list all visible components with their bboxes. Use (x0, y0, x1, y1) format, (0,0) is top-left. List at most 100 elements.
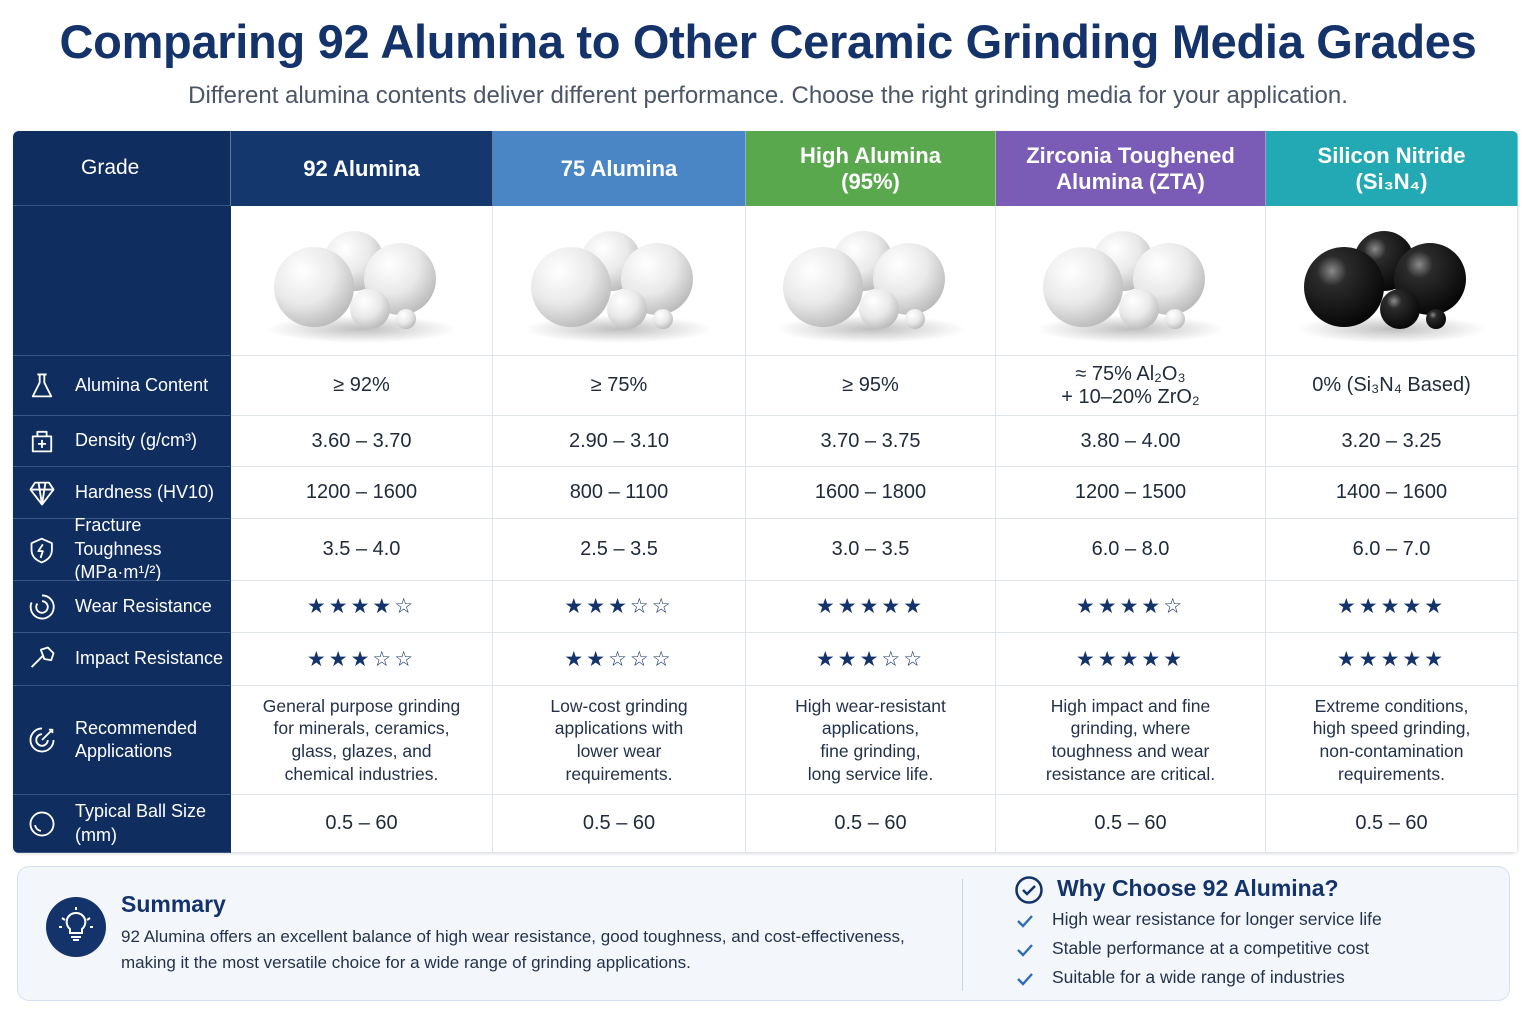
rating: ★★★★★ (746, 581, 996, 633)
rating: ★★★★★ (996, 633, 1266, 686)
media-image (524, 230, 714, 343)
icon-path (31, 373, 53, 397)
cell-value: 0.5 – 60 (746, 795, 996, 853)
rating: ★★★☆☆ (231, 633, 493, 686)
rating: ★★☆☆☆ (493, 633, 746, 686)
icon-path (29, 727, 55, 753)
row-icon (29, 594, 55, 619)
media-image (775, 230, 966, 343)
media-image (1035, 230, 1226, 343)
check-path (1017, 973, 1033, 986)
row-icon (29, 727, 55, 753)
ball (349, 288, 390, 329)
bulb-icon (46, 897, 106, 957)
cell-value: ≥ 75% (493, 356, 746, 416)
rating: ★★★★★ (1266, 633, 1518, 686)
cell-value: 6.0 – 7.0 (1266, 519, 1518, 581)
media-image-cell (493, 206, 746, 356)
ball (395, 308, 416, 329)
cell-value: ≈ 75% Al₂O₃ + 10–20% ZrO₂ (996, 356, 1266, 416)
icon-path (30, 537, 53, 563)
corner-header: Grade (13, 131, 231, 206)
row-label-text: Typical Ball Size (mm) (75, 801, 207, 845)
row-label-text: Recommended Applications (75, 717, 198, 761)
ball (1118, 288, 1159, 329)
media-image (1296, 230, 1487, 343)
rating: ★★★★☆ (231, 581, 493, 633)
rating: ★★★☆☆ (746, 633, 996, 686)
row-label: Recommended Applications (13, 686, 231, 795)
row-label-text: Density (g/cm³) (75, 430, 198, 451)
check-path (1017, 944, 1033, 957)
media-image-cell (231, 206, 493, 356)
row-label-text: Impact Resistance (75, 648, 224, 669)
ball (1164, 308, 1185, 329)
ball (1303, 246, 1384, 327)
cell-value: 1200 – 1600 (231, 467, 493, 519)
cell-value: 2.90 – 3.10 (493, 416, 746, 467)
why-item: Stable performance at a competitive cost (1052, 938, 1370, 958)
summary-title: Summary (121, 891, 226, 917)
cell-value: 0.5 – 60 (493, 795, 746, 853)
cell-value: 3.70 – 3.75 (746, 416, 996, 467)
check-icon (1017, 915, 1033, 928)
media-image-cell (1266, 206, 1518, 356)
column-header: High Alumina (95%) (746, 131, 996, 206)
row-label: Density (g/cm³) (13, 416, 231, 467)
row-label: Impact Resistance (13, 633, 231, 686)
row-label-text: Fracture Toughness (MPa·m¹/²) (74, 515, 162, 583)
cell-value: 0.5 – 60 (1266, 795, 1518, 853)
row-label-text: Wear Resistance (75, 595, 212, 616)
ball (653, 308, 673, 329)
cell-value: 0.5 – 60 (231, 795, 493, 853)
cell-value: Extreme conditions, high speed grinding,… (1266, 686, 1518, 795)
why-item: High wear resistance for longer service … (1052, 909, 1382, 929)
row-label: Hardness (HV10) (13, 467, 231, 519)
icon-path (30, 646, 55, 668)
check-circle-icon (1015, 876, 1043, 904)
row-label: Typical Ball Size (mm) (13, 795, 231, 853)
cell-value: 800 – 1100 (493, 467, 746, 519)
media-image-cell (996, 206, 1266, 356)
check-icon (1017, 944, 1033, 957)
cell-value: 3.20 – 3.25 (1266, 416, 1518, 467)
page-title: Comparing 92 Alumina to Other Ceramic Gr… (59, 15, 1477, 68)
ball (531, 246, 611, 327)
row-label-text: Hardness (HV10) (75, 481, 215, 502)
cell-value: 0.5 – 60 (996, 795, 1266, 853)
cell-value: 1200 – 1500 (996, 467, 1266, 519)
media-image (266, 230, 457, 343)
divider (962, 879, 963, 991)
label-cell (13, 206, 231, 356)
row-label-text: Alumina Content (75, 374, 209, 395)
row-icon (31, 430, 53, 453)
rating: ★★★★★ (1266, 581, 1518, 633)
column-header: 75 Alumina (493, 131, 746, 206)
media-image-cell (746, 206, 996, 356)
cell-value: 3.60 – 3.70 (231, 416, 493, 467)
summary-text: 92 Alumina offers an excellent balance o… (121, 927, 905, 973)
ball (782, 246, 863, 327)
cell-value: 1400 – 1600 (1266, 467, 1518, 519)
check-path (1017, 915, 1033, 928)
cell-value: 2.5 – 3.5 (493, 519, 746, 581)
cell-value: ≥ 95% (746, 356, 996, 416)
why-item: Suitable for a wide range of industries (1052, 967, 1345, 987)
rating: ★★★★☆ (996, 581, 1266, 633)
ball (904, 308, 925, 329)
icon-path (29, 811, 55, 836)
comparison-table: Grade 92 Alumina 75 Alumina High Alumina (9… (13, 131, 1518, 853)
ball (1425, 308, 1446, 329)
page-subtitle: Different alumina contents deliver diffe… (188, 82, 1348, 109)
cell-value: ≥ 92% (231, 356, 493, 416)
ball (858, 288, 899, 329)
ball (607, 288, 647, 329)
icon-path (29, 481, 55, 505)
why-title: Why Choose 92 Alumina? (1057, 875, 1339, 901)
ball (273, 246, 354, 327)
ball (1379, 288, 1420, 329)
row-icon (30, 646, 55, 668)
cell-value: 3.80 – 4.00 (996, 416, 1266, 467)
